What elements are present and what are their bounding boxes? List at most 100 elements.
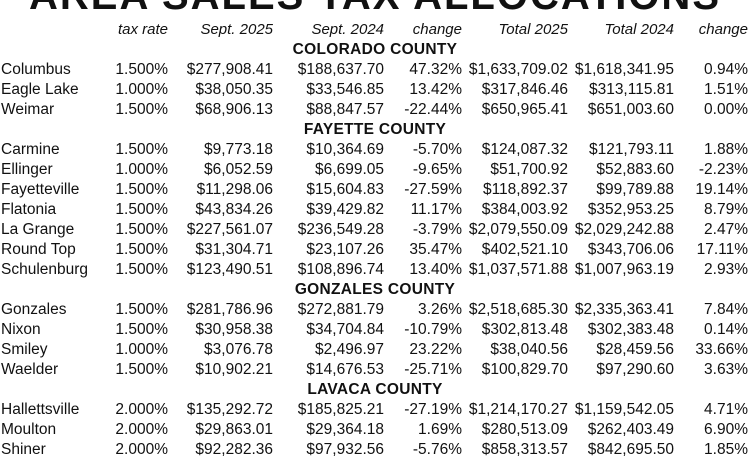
total-2025-cell: $302,813.48 bbox=[481, 321, 568, 338]
tax-rate-cell: 1.500% bbox=[115, 141, 168, 158]
change-cell: -5.70% bbox=[412, 141, 462, 158]
change-total-cell: 8.79% bbox=[704, 201, 748, 218]
table-row: Round Top 1.500% $31,304.71 $23,107.26 35.47… bbox=[0, 240, 750, 260]
city-name-cell: Waelder bbox=[1, 361, 59, 378]
sept-2024-cell: $33,546.85 bbox=[306, 81, 384, 98]
sept-2025-cell: $135,292.72 bbox=[186, 401, 273, 418]
city-name-cell: Nixon bbox=[1, 321, 41, 338]
table-row: Gonzales 1.500% $281,786.96 $272,881.79 3.26… bbox=[0, 300, 750, 320]
change-cell: -27.59% bbox=[404, 181, 462, 198]
total-2025-cell: $1,633,709.02 bbox=[468, 61, 568, 78]
tax-rate-cell: 1.500% bbox=[115, 261, 168, 278]
total-2024-cell: $1,007,963.19 bbox=[574, 261, 674, 278]
total-2024-cell: $352,953.25 bbox=[587, 201, 674, 218]
table-row: Weimar 1.500% $68,906.13 $88,847.57 -22.44% $… bbox=[0, 100, 750, 120]
sept-2025-cell: $227,561.07 bbox=[186, 221, 273, 238]
total-2024-cell: $651,003.60 bbox=[587, 101, 674, 118]
table-row: Eagle Lake 1.000% $38,050.35 $33,546.85 13.4… bbox=[0, 80, 750, 100]
change-cell: 3.26% bbox=[418, 301, 462, 318]
table-row: Columbus 1.500% $277,908.41 $188,637.70 47.3… bbox=[0, 60, 750, 80]
sept-2025-cell: $11,298.06 bbox=[196, 181, 273, 198]
sept-2024-cell: $88,847.57 bbox=[306, 101, 384, 118]
change-total-cell: 4.71% bbox=[704, 401, 748, 418]
sept-2024-cell: $236,549.28 bbox=[297, 221, 384, 238]
city-name-cell: La Grange bbox=[1, 221, 75, 238]
table-row: Moulton 2.000% $29,863.01 $29,364.18 1.69% $2… bbox=[0, 420, 750, 440]
total-2024-cell: $99,789.88 bbox=[596, 181, 674, 198]
change-total-cell: 3.63% bbox=[704, 361, 748, 378]
sept-2025-cell: $30,958.38 bbox=[195, 321, 273, 338]
change-total-cell: 33.66% bbox=[695, 341, 748, 358]
sept-2024-cell: $23,107.26 bbox=[306, 241, 384, 258]
change-cell: 11.17% bbox=[410, 201, 462, 218]
sept-2025-cell: $3,076.78 bbox=[204, 341, 273, 358]
total-2024-cell: $302,383.48 bbox=[587, 321, 674, 338]
sept-2024-cell: $97,932.56 bbox=[306, 441, 384, 458]
sept-2025-cell: $68,906.13 bbox=[195, 101, 273, 118]
change-total-cell: 0.14% bbox=[704, 321, 748, 338]
sept-2025-cell: $43,834.26 bbox=[195, 201, 273, 218]
change-cell: 47.32% bbox=[409, 61, 462, 78]
change-cell: -25.71% bbox=[404, 361, 462, 378]
county-heading: LAVACA COUNTY bbox=[307, 381, 443, 398]
total-2025-cell: $1,037,571.88 bbox=[468, 261, 568, 278]
city-name-cell: Columbus bbox=[1, 61, 71, 78]
change-total-cell: 17.11% bbox=[696, 241, 748, 258]
city-name-cell: Moulton bbox=[1, 421, 57, 438]
total-2024-cell: $121,793.11 bbox=[588, 141, 674, 158]
total-2025-cell: $124,087.32 bbox=[481, 141, 568, 158]
change-total-cell: 2.93% bbox=[704, 261, 748, 278]
sept-2025-cell: $31,304.71 bbox=[195, 241, 273, 258]
tax-rate-cell: 1.500% bbox=[115, 221, 168, 238]
tax-rate-cell: 1.500% bbox=[115, 201, 168, 218]
city-name-cell: Fayetteville bbox=[1, 181, 80, 198]
change-cell: -3.79% bbox=[412, 221, 462, 238]
sept-2025-cell: $123,490.51 bbox=[186, 261, 273, 278]
change-total-cell: 1.88% bbox=[704, 141, 748, 158]
county-heading: COLORADO COUNTY bbox=[292, 41, 458, 58]
change-total-cell: 7.84% bbox=[704, 301, 748, 318]
city-name-cell: Hallettsville bbox=[1, 401, 80, 418]
sept-2024-cell: $14,676.53 bbox=[306, 361, 384, 378]
city-name-cell: Ellinger bbox=[1, 161, 53, 178]
change-total-cell: 19.14% bbox=[695, 181, 748, 198]
total-2025-cell: $2,079,550.09 bbox=[468, 221, 568, 238]
table-row: Flatonia 1.500% $43,834.26 $39,429.82 11.17%… bbox=[0, 200, 750, 220]
table-row: Shiner 2.000% $92,282.36 $97,932.56 -5.76% $8… bbox=[0, 440, 750, 460]
tax-rate-cell: 1.500% bbox=[115, 61, 168, 78]
tax-rate-cell: 1.000% bbox=[115, 161, 168, 178]
change-cell: 13.40% bbox=[409, 261, 462, 278]
city-name-cell: Gonzales bbox=[1, 301, 67, 318]
change-cell: 13.42% bbox=[409, 81, 462, 98]
change-cell: 1.69% bbox=[418, 421, 462, 438]
change-total-cell: 2.47% bbox=[704, 221, 748, 238]
change-cell: 35.47% bbox=[409, 241, 462, 258]
page-title: AREA SALES TAX ALLOCATIONS bbox=[0, 0, 750, 16]
sept-2024-cell: $39,429.82 bbox=[306, 201, 384, 218]
total-2024-cell: $52,883.60 bbox=[596, 161, 674, 178]
change-total-cell: 1.51% bbox=[704, 81, 748, 98]
table-row: Fayetteville 1.500% $11,298.06 $15,604.83 -2… bbox=[0, 180, 750, 200]
total-2025-cell: $38,040.56 bbox=[490, 341, 568, 358]
tax-rate-cell: 1.500% bbox=[115, 241, 168, 258]
change-cell: -5.76% bbox=[412, 441, 462, 458]
header-total-2024: Total 2024 bbox=[604, 21, 674, 38]
total-2025-cell: $650,965.41 bbox=[481, 101, 568, 118]
sept-2024-cell: $272,881.79 bbox=[297, 301, 384, 318]
sept-2024-cell: $188,637.70 bbox=[297, 61, 384, 78]
sept-2025-cell: $92,282.36 bbox=[195, 441, 273, 458]
total-2025-cell: $100,829.70 bbox=[481, 361, 568, 378]
total-2025-cell: $1,214,170.27 bbox=[468, 401, 568, 418]
table-row: Schulenburg 1.500% $123,490.51 $108,896.74 1… bbox=[0, 260, 750, 280]
change-cell: -22.44% bbox=[404, 101, 462, 118]
sept-2025-cell: $38,050.35 bbox=[195, 81, 273, 98]
table-row: Hallettsville 2.000% $135,292.72 $185,825.2… bbox=[0, 400, 750, 420]
table-row: Waelder 1.500% $10,902.21 $14,676.53 -25.71%… bbox=[0, 360, 750, 380]
city-name-cell: Smiley bbox=[1, 341, 48, 358]
sept-2024-cell: $108,896.74 bbox=[297, 261, 384, 278]
sept-2024-cell: $10,364.69 bbox=[306, 141, 384, 158]
total-2024-cell: $842,695.50 bbox=[587, 441, 674, 458]
county-heading: GONZALES COUNTY bbox=[294, 281, 456, 298]
total-2025-cell: $402,521.10 bbox=[481, 241, 568, 258]
total-2024-cell: $2,335,363.41 bbox=[574, 301, 674, 318]
